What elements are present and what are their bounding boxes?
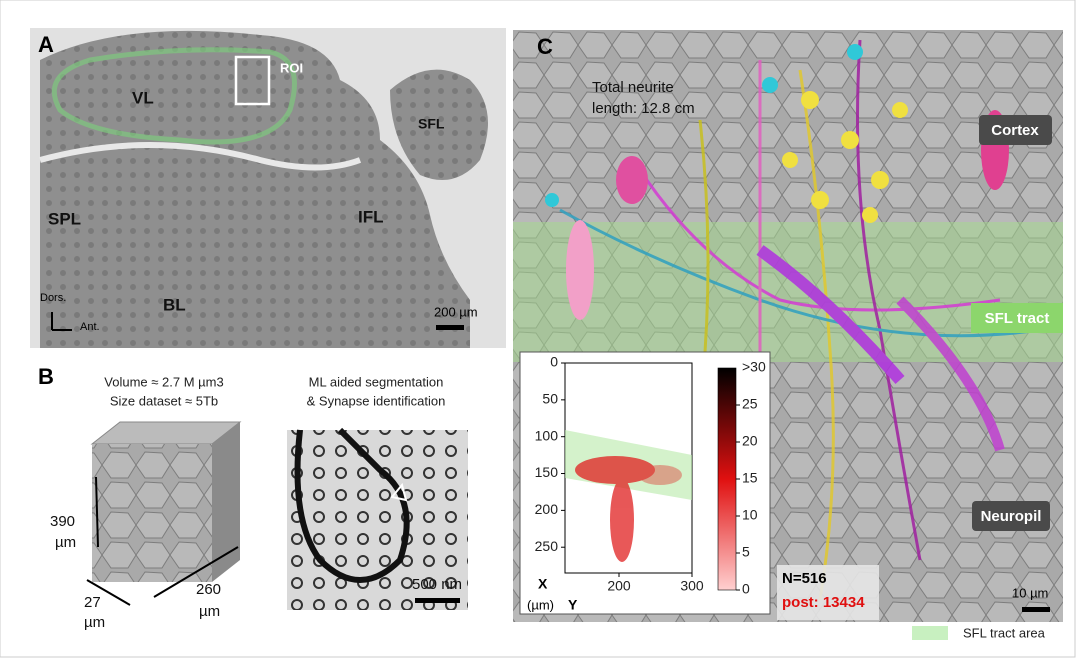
legend-label: SFL tract area	[963, 625, 1046, 640]
dimension: 27	[84, 594, 101, 611]
axis-label: X	[538, 576, 548, 592]
y-tick-label: 100	[535, 427, 559, 443]
scale-label: 10 µm	[1012, 585, 1048, 600]
colorbar-tick-label: 5	[742, 544, 750, 560]
scale-label: 500 nm	[412, 576, 462, 593]
roi-label: ROI	[280, 60, 303, 75]
orientation-label: Ant.	[80, 321, 100, 333]
region-label: Neuropil	[981, 508, 1042, 525]
axis-unit: (µm)	[527, 597, 554, 612]
colorbar-label: >30	[742, 359, 766, 375]
region-label: SFL tract	[985, 310, 1050, 327]
colorbar-tick-label: 10	[742, 507, 758, 523]
panel-letter: A	[38, 32, 54, 57]
x-tick-label: 300	[680, 578, 704, 594]
panel-letter: B	[38, 364, 54, 389]
region-label: SPL	[48, 209, 81, 228]
dimension: µm	[199, 603, 220, 620]
y-tick-label: 150	[535, 464, 559, 480]
region-label: SFL	[418, 116, 445, 132]
y-tick-label: 50	[542, 391, 558, 407]
annotation: Total neurite	[592, 79, 674, 96]
region-label: IFL	[358, 207, 384, 226]
orientation-label: Dors.	[40, 292, 66, 304]
scale-bar	[1022, 607, 1050, 612]
dimension: µm	[55, 534, 76, 551]
scale-bar	[415, 598, 460, 603]
region-label: Cortex	[991, 122, 1039, 139]
panel-a: A ROI VL SFL SPL IFL BL Dors. Ant. 200 µ…	[30, 28, 506, 348]
synapse-count: post: 13434	[782, 594, 865, 611]
stat: Volume ≈ 2.7 M µm3	[104, 374, 223, 389]
colorbar-tick-label: 20	[742, 433, 758, 449]
scale-label: 200 µm	[434, 304, 478, 319]
method: ML aided segmentation	[309, 374, 444, 389]
panel-letter: C	[537, 34, 553, 59]
stat: Size dataset ≈ 5Tb	[110, 393, 218, 408]
method: & Synapse identification	[307, 393, 446, 408]
count: N=516	[782, 570, 827, 587]
region-label: BL	[163, 295, 186, 314]
panel-c: C Total neurite length: 12.8 cm Cortex S…	[513, 30, 1063, 622]
cube-front	[92, 444, 212, 582]
dimension: 390	[50, 513, 75, 530]
axis-label: Y	[568, 597, 578, 613]
annotation: length: 12.8 cm	[592, 100, 695, 117]
soma	[616, 156, 648, 204]
legend-swatch	[912, 626, 948, 640]
y-tick-label: 0	[550, 354, 558, 370]
colorbar-tick-label: 25	[742, 396, 758, 412]
cube-side	[212, 422, 240, 582]
figure: A ROI VL SFL SPL IFL BL Dors. Ant. 200 µ…	[0, 0, 1076, 658]
tract-area	[513, 222, 1063, 362]
dimension: µm	[84, 614, 105, 631]
y-tick-label: 250	[535, 538, 559, 554]
y-tick-label: 200	[535, 501, 559, 517]
soma	[566, 220, 594, 320]
x-tick-label: 200	[607, 578, 631, 594]
region-label: VL	[132, 88, 154, 107]
dimension: 260	[196, 581, 221, 598]
colorbar	[718, 368, 736, 590]
colorbar-tick-label: 0	[742, 581, 750, 597]
colorbar-tick-label: 15	[742, 470, 758, 486]
scale-bar	[436, 325, 464, 330]
